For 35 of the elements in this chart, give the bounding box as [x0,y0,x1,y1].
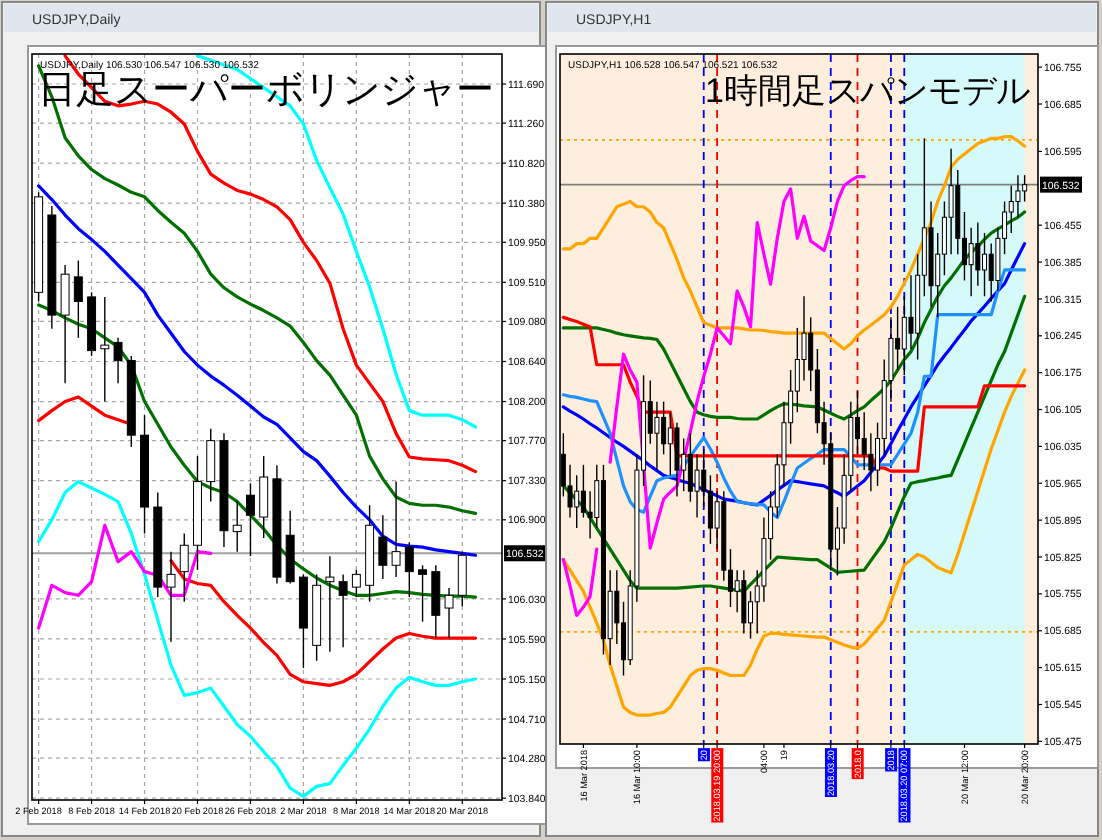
candlestick [431,564,441,639]
candlestick [574,474,580,529]
line-series [37,479,478,798]
candlestick [166,550,176,643]
candlestick [100,296,110,403]
candlestick [654,400,660,471]
candlestick [988,242,994,303]
candlestick [694,453,700,519]
candlestick [73,259,83,339]
text: 1時間足スパンモデル [705,72,1030,110]
candlestick [259,455,269,539]
candlestick [60,264,70,385]
candlestick [667,411,673,477]
candlestick [418,564,428,623]
candlestick [378,514,388,580]
candlestick [351,569,361,598]
line-series [561,210,1027,421]
line-series [37,523,213,630]
candlestick [113,337,123,385]
candlestick [457,550,467,607]
candlestick [444,587,454,639]
candlestick [982,232,988,297]
candlestick [707,474,713,545]
candlestick [206,428,216,503]
candlestick [404,541,414,598]
candlestick [179,532,189,603]
candlestick [338,573,348,648]
candlestick [741,569,747,635]
candlestick [968,227,974,297]
candlestick [285,510,295,585]
candlestick [325,555,335,653]
candlestick [908,274,914,350]
candlestick [232,500,242,553]
candlestick [245,482,255,557]
candlestick [391,480,401,578]
